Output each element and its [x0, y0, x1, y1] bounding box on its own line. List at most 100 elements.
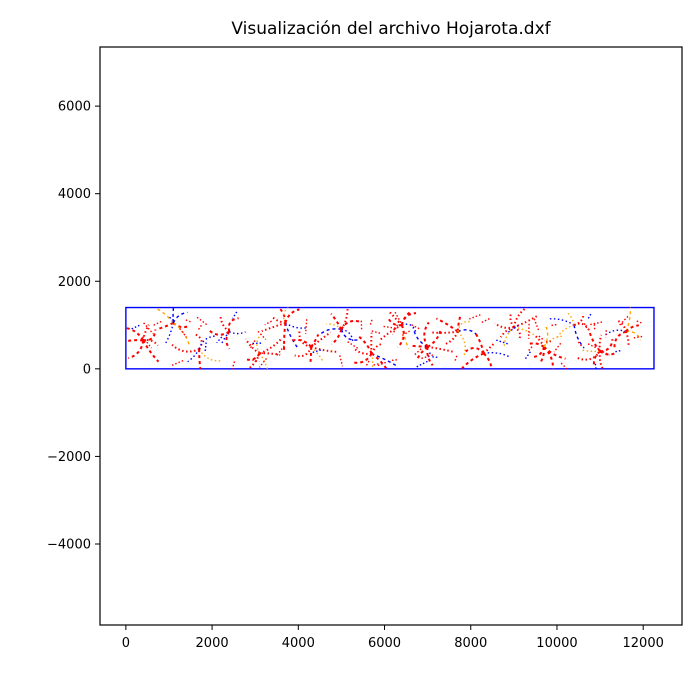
leaf-group: [125, 324, 160, 363]
filler-stroke: [589, 321, 603, 326]
leaf-pattern: [125, 307, 643, 369]
filler-stroke: [365, 360, 370, 367]
leaf-group: [461, 332, 512, 369]
leaf-group: [289, 331, 338, 364]
leaf-group: [244, 333, 283, 369]
y-tick-label: 2000: [58, 275, 91, 290]
leaf-stroke: [283, 322, 287, 351]
axes-frame: [99, 46, 683, 626]
leaf-group: [154, 307, 190, 345]
y-axis: −4000 −2000 0 2000 4000 6000: [47, 100, 100, 552]
x-tick-label: 0: [122, 636, 130, 651]
filler-stroke: [469, 314, 481, 320]
leaf-stroke: [543, 346, 566, 360]
x-tick-label: 6000: [368, 636, 401, 651]
leaf-group: [528, 324, 566, 369]
leaf-stroke: [245, 352, 261, 361]
leaf-stroke: [271, 315, 286, 324]
leaf-stroke: [357, 335, 373, 354]
filler-stroke: [371, 330, 381, 335]
leaf-stroke: [426, 346, 434, 366]
leaf-stroke: [309, 346, 313, 364]
filler-stroke: [633, 335, 643, 339]
leaf-stroke: [198, 348, 223, 362]
filler-stroke: [527, 346, 533, 352]
x-axis: 0 2000 4000 6000 8000 10000 12000: [122, 625, 664, 651]
leaf-stroke: [482, 352, 493, 369]
filler-stroke: [197, 324, 202, 331]
filler-stroke: [339, 355, 344, 367]
leaf-stroke: [370, 353, 374, 369]
leaf-stroke: [389, 311, 403, 326]
leaf-stroke: [625, 324, 640, 333]
leaf-stroke: [284, 322, 299, 349]
leaf-stroke: [351, 352, 373, 364]
leaf-stroke: [330, 313, 343, 330]
leaf-stroke: [340, 307, 349, 330]
leaf-stroke: [126, 339, 144, 343]
leaf-stroke: [513, 315, 538, 329]
leaf-stroke: [581, 349, 601, 353]
leaf-stroke: [194, 333, 203, 350]
leaf-stroke: [172, 322, 190, 329]
leaf-stroke: [227, 317, 239, 332]
filler-stroke: [414, 360, 428, 369]
leaf-stroke: [512, 307, 529, 328]
leaf-stroke: [401, 323, 417, 334]
filler-stroke: [602, 351, 610, 356]
leaf-stroke: [396, 324, 405, 349]
filler-stroke: [614, 349, 621, 353]
leaf-stroke: [600, 339, 614, 353]
leaf-stroke: [613, 330, 627, 349]
leaf-stroke: [371, 352, 397, 366]
leaf-stroke: [127, 340, 145, 360]
filler-stroke: [583, 323, 589, 330]
leaf-stroke: [172, 322, 190, 345]
x-tick-label: 4000: [282, 636, 315, 651]
y-tick-label: −4000: [47, 537, 91, 552]
leaf-stroke: [457, 331, 466, 356]
filler-stroke: [304, 319, 308, 334]
leaf-stroke: [509, 313, 515, 328]
leaf-stroke: [318, 328, 342, 336]
leaf-stroke: [461, 352, 485, 369]
filler-stroke: [586, 313, 592, 321]
filler-stroke: [310, 349, 322, 354]
filler-stroke: [216, 336, 223, 344]
filler-stroke: [538, 335, 545, 342]
filler-stroke: [411, 324, 421, 330]
leaf-stroke: [483, 352, 512, 359]
y-tick-label: 6000: [58, 100, 91, 115]
filler-stroke: [413, 348, 422, 356]
leaf-stroke: [412, 327, 428, 348]
leaf-group: [412, 321, 453, 366]
leaf-stroke: [171, 344, 200, 353]
chart-title: Visualización del archivo Hojarota.dxf: [231, 19, 551, 39]
filler-stroke: [372, 363, 379, 367]
leaf-stroke: [465, 347, 485, 355]
filler-stroke: [577, 341, 583, 348]
leaf-stroke: [142, 339, 160, 363]
x-tick-label: 10000: [536, 636, 577, 651]
leaf-stroke: [533, 334, 545, 348]
filler-stroke: [142, 336, 152, 349]
leaf-stroke: [310, 345, 338, 353]
leaf-group: [261, 307, 306, 351]
leaf-stroke: [503, 326, 515, 348]
frame-rectangle: [125, 306, 655, 370]
filler-stroke: [231, 361, 236, 369]
filler-stroke: [130, 324, 140, 331]
filler-stroke: [347, 341, 360, 350]
leaf-stroke: [172, 307, 175, 323]
leaf-stroke: [415, 346, 429, 361]
leaf-stroke: [261, 321, 286, 333]
leaf-stroke: [573, 313, 585, 327]
y-tick-label: −2000: [47, 450, 91, 465]
filler-stroke: [264, 320, 272, 326]
filler-stroke: [376, 361, 387, 367]
filler-stroke: [618, 315, 629, 326]
leaf-stroke: [284, 308, 300, 324]
leaf-stroke: [587, 329, 601, 352]
filler-stroke: [480, 318, 490, 324]
leaf-stroke: [573, 325, 585, 349]
